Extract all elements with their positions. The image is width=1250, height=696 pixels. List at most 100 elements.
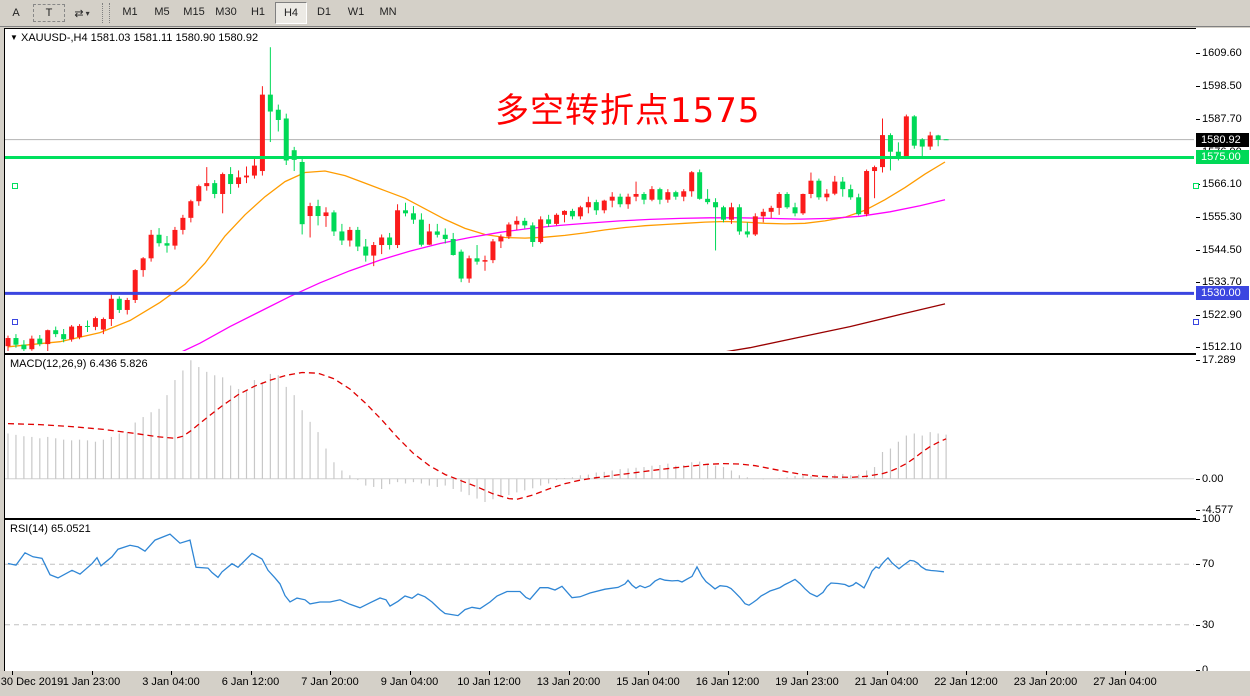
candle-body: [196, 186, 202, 202]
timeframe-button-h1[interactable]: H1: [250, 6, 266, 18]
timeframe-button-mn[interactable]: MN: [379, 6, 397, 18]
candle-body: [705, 198, 711, 203]
turning-point-line-handle[interactable]: [1193, 183, 1199, 190]
candle-body: [625, 196, 631, 205]
candle-body: [609, 196, 615, 201]
toolbar: A T ⇄ ▾ M1 M5 M15 M30 H1 H4 D1 W1 MN: [0, 0, 1250, 27]
time-axis[interactable]: 30 Dec 2019 1 Jan 23:00 3 Jan 04:00 6 Jan 1…: [1, 671, 1250, 696]
candle-body: [808, 180, 814, 194]
candle-body: [116, 298, 122, 310]
time-label: 6 Jan 12:00: [221, 676, 280, 688]
time-label: 10 Jan 12:00: [457, 676, 521, 688]
candle-body: [657, 189, 663, 200]
candle-body: [13, 338, 19, 345]
axis-tick: [1196, 510, 1200, 512]
time-tick: [1125, 671, 1126, 675]
candle-body: [61, 334, 67, 340]
candle-body: [172, 229, 178, 246]
time-label: 23 Jan 20:00: [1013, 676, 1078, 688]
price-tick-1512.10: 1512.10: [1202, 341, 1242, 354]
timeframe-button-d1[interactable]: D1: [316, 6, 332, 18]
candle-body: [267, 94, 273, 112]
macd-chart: [5, 360, 1194, 502]
candle-body: [156, 234, 162, 244]
candle-body: [29, 338, 35, 350]
timeframe-button-w1[interactable]: W1: [347, 6, 365, 18]
time-label: 15 Jan 04:00: [616, 676, 680, 688]
symbol-dropdown-icon[interactable]: ▼: [10, 33, 18, 42]
turning-point-line-handle[interactable]: [12, 183, 18, 190]
price-badge-bid-price: 1580.92: [1196, 132, 1249, 147]
price-tick-1533.70: 1533.70: [1202, 276, 1242, 289]
axis-tick: [1196, 119, 1200, 121]
candle-body: [721, 207, 726, 220]
candle-body: [108, 298, 114, 320]
axis-tick: [1196, 670, 1200, 671]
candle-body: [577, 207, 583, 217]
cursor-tool-button[interactable]: ⇄ ▾: [67, 3, 97, 23]
candle-body: [569, 210, 575, 217]
candle-body: [236, 177, 242, 185]
timeframe-button-m15[interactable]: M15: [183, 6, 205, 18]
time-label: 7 Jan 20:00: [301, 676, 359, 688]
candle-body: [697, 172, 703, 199]
candle-body: [228, 174, 234, 185]
time-tick: [966, 671, 967, 675]
macd-panel[interactable]: MACD(12,26,9) 6.436 5.826: [4, 354, 1197, 519]
candle-body: [546, 219, 552, 224]
timeframe-button-m1[interactable]: M1: [122, 6, 138, 18]
candle-body: [212, 183, 218, 194]
candle-body: [522, 220, 528, 226]
timeframe-button-m5[interactable]: M5: [154, 6, 170, 18]
support-line-handle[interactable]: [12, 319, 18, 326]
time-label: 3 Jan 04:00: [142, 676, 200, 688]
candle-body: [251, 165, 257, 176]
axis-tick: [1196, 52, 1200, 54]
support-line-handle[interactable]: [1193, 319, 1199, 326]
candle-body: [601, 200, 607, 211]
candle-body: [593, 202, 599, 211]
candlestick-chart[interactable]: [5, 29, 1194, 351]
candle-body: [864, 171, 870, 215]
candle-body: [315, 206, 321, 217]
time-label: 21 Jan 04:00: [854, 676, 919, 688]
candle-body: [776, 193, 782, 208]
candle-body: [148, 234, 154, 259]
axis-tick: [1196, 564, 1200, 566]
candle-body: [744, 231, 750, 235]
candle-body: [848, 189, 854, 198]
axis-tick: [1196, 624, 1200, 626]
candle-body: [85, 325, 90, 327]
candle-body: [180, 217, 186, 230]
candle-body: [736, 207, 742, 232]
candle-body: [140, 258, 146, 271]
time-tick: [409, 671, 411, 675]
candle-body: [919, 139, 925, 147]
time-tick: [648, 671, 649, 675]
timeframe-button-m30[interactable]: M30: [215, 6, 237, 18]
candle-body: [562, 210, 567, 215]
time-label: 13 Jan 20:00: [536, 676, 601, 688]
time-tick: [330, 671, 331, 675]
candle-body: [689, 172, 695, 192]
candle-body: [633, 193, 639, 197]
candle-body: [482, 260, 488, 262]
candle-body: [77, 325, 83, 338]
price-axis[interactable]: 1609.601598.501587.701576.901566.101555.…: [1196, 28, 1250, 676]
text-label-tool-button[interactable]: A: [12, 7, 20, 19]
candle-body: [45, 330, 51, 345]
candle-body: [204, 183, 210, 187]
candle-body: [395, 210, 401, 246]
rsi-tick-100: 100: [1202, 513, 1221, 525]
candle-body: [832, 181, 838, 194]
candle-body: [132, 270, 138, 300]
candle-body: [816, 180, 822, 198]
time-tick: [171, 671, 172, 675]
text-box-tool-button[interactable]: T: [33, 4, 65, 22]
time-label: 9 Jan 04:00: [380, 676, 439, 688]
candle-body: [450, 238, 456, 255]
main-chart-panel[interactable]: ▼ XAUUSD-,H4 1581.03 1581.11 1580.90 158…: [4, 28, 1199, 354]
timeframe-button-h4[interactable]: H4: [275, 2, 307, 24]
candle-body: [887, 135, 893, 152]
rsi-panel[interactable]: RSI(14) 65.0521: [4, 519, 1197, 673]
